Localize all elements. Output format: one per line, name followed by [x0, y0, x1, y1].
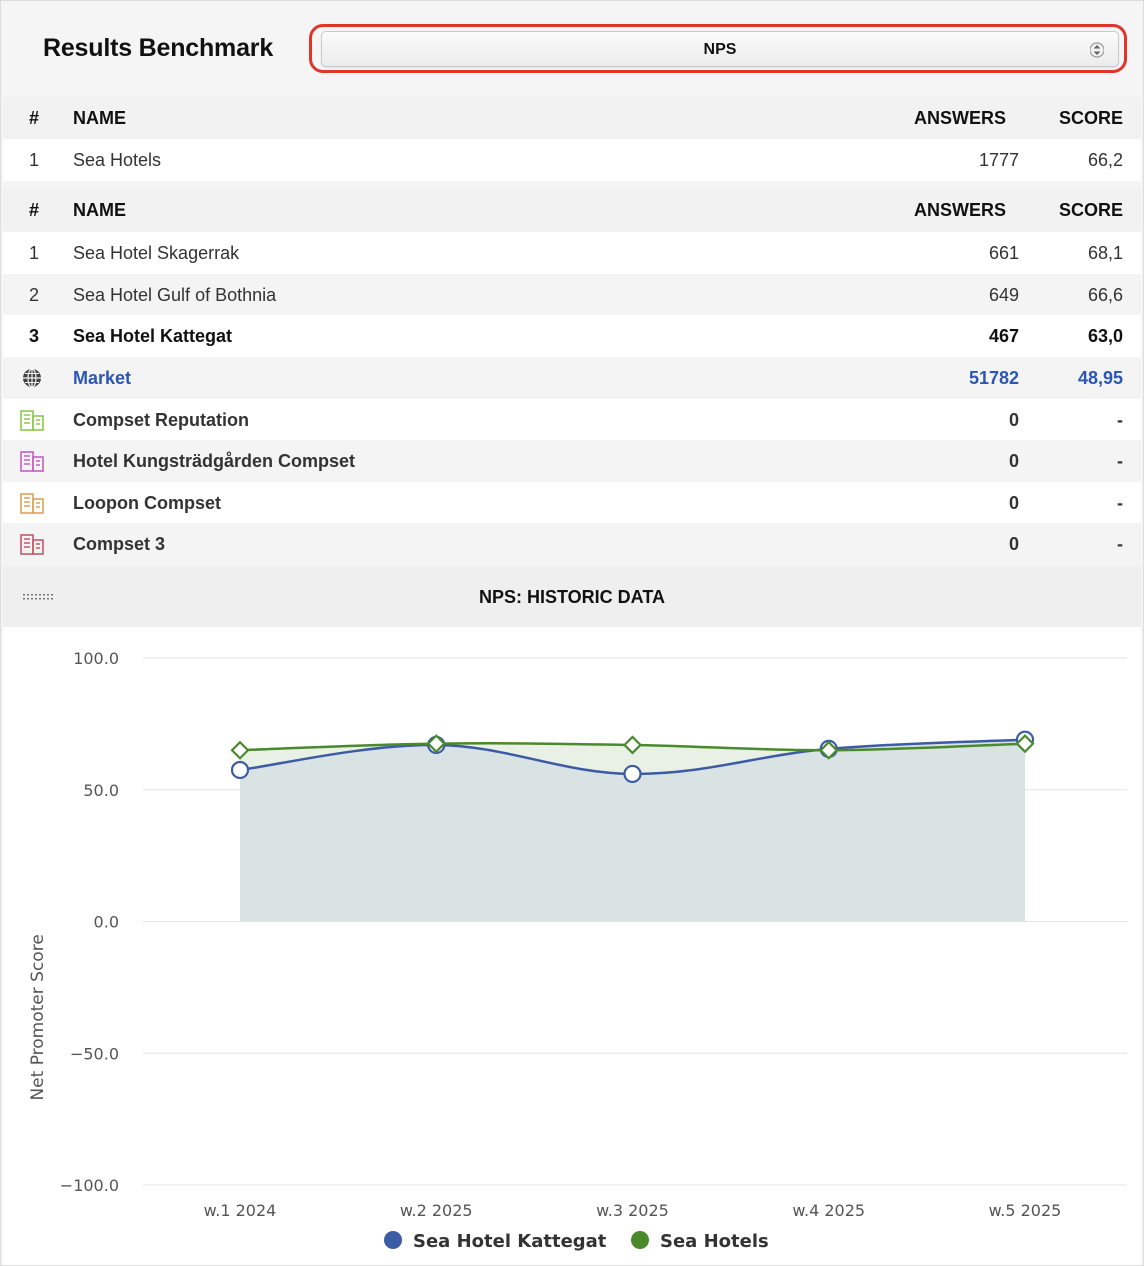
y-tick-label: −100.0 — [60, 1176, 119, 1195]
series-area-sea-hotel-kattegat — [240, 739, 1025, 922]
col-header-score: SCORE — [1058, 200, 1123, 220]
row-score: - — [1117, 493, 1123, 513]
metric-select-value: NPS — [703, 41, 737, 58]
x-tick-label: w.1 2024 — [204, 1201, 277, 1220]
row-answers: 467 — [988, 326, 1019, 346]
col-header-score: SCORE — [1058, 108, 1123, 128]
x-tick-label: w.5 2025 — [989, 1201, 1062, 1220]
table-header-hotels: # NAME ANSWERS SCORE — [3, 189, 1141, 231]
table-header-group: # NAME ANSWERS SCORE — [3, 97, 1141, 139]
chart-title: NPS: HISTORIC DATA — [478, 587, 665, 607]
table-row-compset[interactable]: Hotel Kungsträdgården Compset 0 - — [3, 440, 1141, 482]
data-point-sea-hotels — [230, 740, 250, 760]
chart-header: NPS: HISTORIC DATA — [3, 566, 1141, 627]
data-point-sea-hotel-kattegat — [623, 764, 642, 784]
col-header-name: NAME — [73, 108, 126, 128]
row-score: - — [1117, 451, 1123, 471]
row-score: 63,0 — [1087, 326, 1123, 346]
row-num: 3 — [29, 326, 40, 346]
x-tick-label: w.3 2025 — [596, 1201, 669, 1220]
y-axis-title: Net Promoter Score — [28, 934, 48, 1100]
building-icon — [20, 451, 44, 472]
widget-title: Results Benchmark — [43, 34, 274, 62]
row-answers: 1777 — [978, 150, 1019, 170]
legend-marker — [384, 1231, 402, 1249]
table-row-compset[interactable]: Loopon Compset 0 - — [3, 482, 1141, 524]
row-score: 66,6 — [1087, 285, 1123, 305]
col-header-num: # — [29, 108, 40, 128]
row-answers: 51782 — [968, 368, 1019, 388]
drag-handle-icon[interactable] — [23, 594, 53, 600]
row-answers: 0 — [1008, 451, 1019, 471]
table-row-market[interactable]: Market 51782 48,95 — [3, 357, 1141, 399]
table-row-compset[interactable]: Compset 3 0 - — [3, 523, 1141, 565]
data-point-sea-hotels — [819, 740, 839, 760]
row-name: Hotel Kungsträdgården Compset — [73, 451, 356, 471]
row-name: Compset 3 — [73, 534, 166, 554]
legend-marker — [631, 1231, 649, 1249]
data-point-sea-hotel-kattegat — [230, 760, 250, 780]
y-tick-label: 50.0 — [83, 781, 119, 800]
col-header-name: NAME — [73, 200, 126, 220]
col-header-answers: ANSWERS — [913, 200, 1006, 220]
table-row-compset[interactable]: Compset Reputation 0 - — [3, 399, 1141, 441]
row-name: Compset Reputation — [73, 410, 250, 430]
row-answers: 649 — [988, 285, 1019, 305]
row-num: 1 — [29, 150, 40, 170]
data-point-sea-hotels — [426, 734, 446, 754]
data-point-sea-hotels — [622, 735, 643, 755]
legend-label: Sea Hotels — [660, 1231, 769, 1252]
row-name: Sea Hotel Kattegat — [73, 326, 233, 346]
building-icon — [20, 410, 44, 431]
row-score: - — [1117, 410, 1123, 430]
row-score: 48,95 — [1077, 368, 1123, 388]
metric-select[interactable]: NPS — [321, 31, 1119, 67]
row-score: - — [1117, 534, 1123, 554]
table-row[interactable]: 2 Sea Hotel Gulf of Bothnia 649 66,6 — [3, 274, 1141, 316]
row-score: 68,1 — [1087, 243, 1123, 263]
data-point-sea-hotels — [1015, 734, 1035, 754]
row-name: Market — [73, 368, 132, 388]
nps-historic-chart: 100.0 50.0 0.0 −50.0 −100.0 Net Promoter Scor… — [3, 627, 1141, 1265]
table-row-current-hotel[interactable]: 3 Sea Hotel Kattegat 467 63,0 — [3, 315, 1141, 357]
row-num: 1 — [29, 243, 40, 263]
col-header-answers: ANSWERS — [913, 108, 1006, 128]
building-icon — [20, 534, 44, 555]
row-answers: 0 — [1008, 534, 1019, 554]
chart-canvas: 100.0 50.0 0.0 −50.0 −100.0 Net Promoter Scor… — [28, 649, 1127, 1252]
highlight-ring — [309, 24, 1127, 73]
y-tick-label: −50.0 — [70, 1044, 119, 1063]
x-tick-label: w.2 2025 — [400, 1201, 473, 1220]
row-name: Sea Hotels — [73, 150, 162, 170]
row-answers: 0 — [1008, 493, 1019, 513]
table-row[interactable]: 1 Sea Hotel Skagerrak 661 68,1 — [3, 232, 1141, 274]
row-score: 66,2 — [1087, 150, 1123, 170]
table-row-group-total[interactable]: 1 Sea Hotels 1777 66,2 — [3, 139, 1141, 181]
col-header-num: # — [29, 200, 40, 220]
widget-header: Results Benchmark NPS — [1, 1, 1143, 97]
row-name: Sea Hotel Skagerrak — [73, 243, 240, 263]
legend-label: Sea Hotel Kattegat — [413, 1231, 607, 1252]
y-tick-label: 100.0 — [73, 649, 119, 668]
row-num: 2 — [29, 285, 40, 305]
row-name: Sea Hotel Gulf of Bothnia — [73, 285, 277, 305]
select-arrows-icon — [1090, 42, 1104, 58]
y-tick-label: 0.0 — [94, 913, 119, 932]
x-tick-label: w.4 2025 — [792, 1201, 865, 1220]
row-answers: 0 — [1008, 410, 1019, 430]
building-icon — [20, 493, 44, 514]
globe-icon — [23, 368, 41, 388]
row-name: Loopon Compset — [73, 493, 221, 513]
row-answers: 661 — [988, 243, 1019, 263]
